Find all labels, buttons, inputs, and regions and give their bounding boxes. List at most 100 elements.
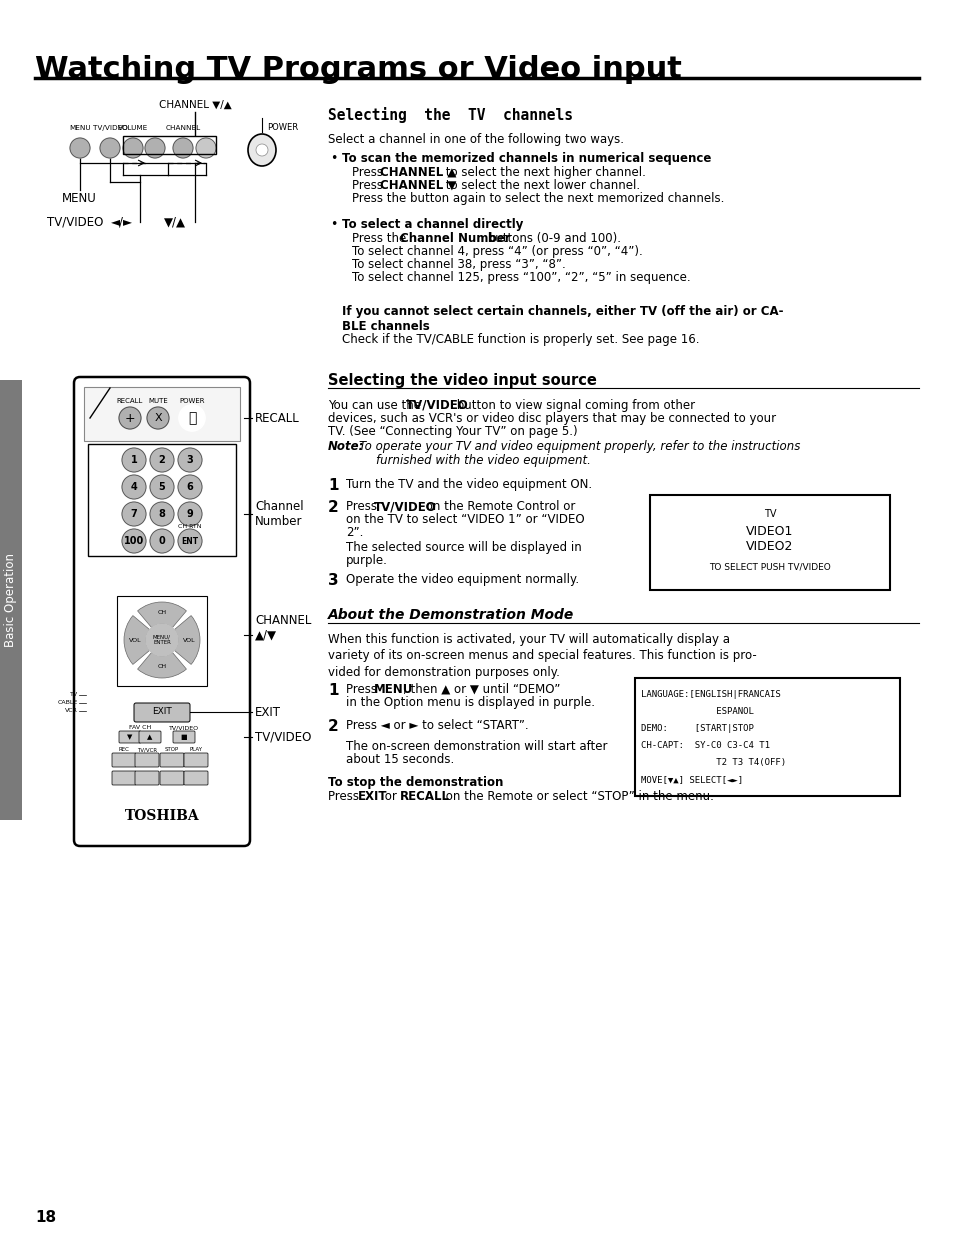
Circle shape xyxy=(150,501,173,526)
Text: LANGUAGE:[ENGLISH|FRANCAIS: LANGUAGE:[ENGLISH|FRANCAIS xyxy=(640,690,780,699)
Circle shape xyxy=(122,448,146,472)
Text: •: • xyxy=(330,152,337,165)
Circle shape xyxy=(255,144,268,156)
Text: +: + xyxy=(125,411,135,425)
Text: ESPANOL: ESPANOL xyxy=(640,706,753,716)
Text: ▲: ▲ xyxy=(147,734,152,740)
FancyBboxPatch shape xyxy=(139,731,161,743)
Text: PAUSE: PAUSE xyxy=(138,777,155,782)
Text: EXIT: EXIT xyxy=(254,705,281,719)
Text: POWER: POWER xyxy=(179,398,205,404)
Circle shape xyxy=(119,408,141,429)
Text: on the TV to select “VIDEO 1” or “VIDEO: on the TV to select “VIDEO 1” or “VIDEO xyxy=(346,513,584,526)
Text: VIDEO2: VIDEO2 xyxy=(745,540,793,553)
Wedge shape xyxy=(174,615,200,664)
Text: Operate the video equipment normally.: Operate the video equipment normally. xyxy=(346,573,578,585)
Bar xyxy=(635,678,899,797)
Text: RECALL: RECALL xyxy=(399,790,450,803)
Circle shape xyxy=(145,138,165,158)
Circle shape xyxy=(195,138,215,158)
Text: EXIT: EXIT xyxy=(152,708,172,716)
Text: ⓘ: ⓘ xyxy=(188,411,196,425)
Circle shape xyxy=(123,138,143,158)
Text: Check if the TV/CABLE function is properly set. See page 16.: Check if the TV/CABLE function is proper… xyxy=(341,333,699,346)
Text: SLOW: SLOW xyxy=(116,777,132,782)
FancyBboxPatch shape xyxy=(133,703,190,722)
FancyBboxPatch shape xyxy=(184,771,208,785)
FancyBboxPatch shape xyxy=(112,753,136,767)
Text: Press: Press xyxy=(346,683,380,697)
Text: 7: 7 xyxy=(131,509,137,519)
Text: about 15 seconds.: about 15 seconds. xyxy=(346,753,454,766)
Text: Press: Press xyxy=(352,179,386,191)
Text: in the Option menu is displayed in purple.: in the Option menu is displayed in purpl… xyxy=(346,697,595,709)
Text: Press: Press xyxy=(346,500,380,513)
Text: Press: Press xyxy=(352,165,386,179)
Text: 2: 2 xyxy=(328,500,338,515)
Text: CHANNEL
▲/▼: CHANNEL ▲/▼ xyxy=(254,614,311,642)
FancyBboxPatch shape xyxy=(135,771,159,785)
Circle shape xyxy=(178,529,202,553)
Text: If you cannot select certain channels, either TV (off the air) or CA-
BLE channe: If you cannot select certain channels, e… xyxy=(341,305,782,333)
Circle shape xyxy=(122,501,146,526)
Text: REC: REC xyxy=(118,747,130,752)
Text: TV/VCR: TV/VCR xyxy=(137,747,157,752)
Text: X: X xyxy=(154,412,162,424)
FancyBboxPatch shape xyxy=(160,753,184,767)
Text: TV/VIDEO: TV/VIDEO xyxy=(374,500,436,513)
Text: CABLE: CABLE xyxy=(58,700,78,705)
Text: MENU: MENU xyxy=(374,683,413,697)
Text: EXIT: EXIT xyxy=(357,790,387,803)
Text: Press the: Press the xyxy=(352,232,410,245)
Text: CHANNEL ▲: CHANNEL ▲ xyxy=(379,165,456,179)
Bar xyxy=(88,445,235,556)
Circle shape xyxy=(70,138,90,158)
Wedge shape xyxy=(137,601,186,627)
FancyBboxPatch shape xyxy=(119,731,141,743)
Text: 6: 6 xyxy=(187,482,193,492)
Text: Turn the TV and the video equipment ON.: Turn the TV and the video equipment ON. xyxy=(346,478,592,492)
Text: CH-CAPT:  SY-C0 C3-C4 T1: CH-CAPT: SY-C0 C3-C4 T1 xyxy=(640,741,769,750)
Text: 1: 1 xyxy=(328,478,338,493)
Text: Selecting  the  TV  channels: Selecting the TV channels xyxy=(328,107,573,124)
Ellipse shape xyxy=(248,135,275,165)
Text: To select channel 125, press “100”, “2”, “5” in sequence.: To select channel 125, press “100”, “2”,… xyxy=(352,270,690,284)
Text: TV: TV xyxy=(70,693,78,698)
Bar xyxy=(649,495,889,590)
Text: TV/VIDEO: TV/VIDEO xyxy=(169,725,199,730)
Text: CH: CH xyxy=(157,610,167,615)
Text: Channel Number: Channel Number xyxy=(399,232,510,245)
Circle shape xyxy=(100,138,120,158)
Text: 18: 18 xyxy=(35,1210,56,1225)
Text: Watching TV Programs or Video input: Watching TV Programs or Video input xyxy=(35,56,681,84)
Text: ■: ■ xyxy=(180,734,187,740)
Text: 5: 5 xyxy=(158,482,165,492)
Text: ENT: ENT xyxy=(181,536,198,546)
Circle shape xyxy=(150,448,173,472)
Text: devices, such as VCR's or video disc players that may be connected to your: devices, such as VCR's or video disc pla… xyxy=(328,412,776,425)
Circle shape xyxy=(122,529,146,553)
Text: FF: FF xyxy=(193,777,199,782)
Text: FAV CH: FAV CH xyxy=(129,725,151,730)
Circle shape xyxy=(150,475,173,499)
Text: 100: 100 xyxy=(124,536,144,546)
Text: VCR: VCR xyxy=(65,709,78,714)
Circle shape xyxy=(178,501,202,526)
Circle shape xyxy=(178,448,202,472)
Text: 4: 4 xyxy=(131,482,137,492)
Text: VOLUME: VOLUME xyxy=(118,125,148,131)
Text: To select channel 38, press “3”, “8”.: To select channel 38, press “3”, “8”. xyxy=(352,258,565,270)
Text: PLAY: PLAY xyxy=(190,747,202,752)
Text: Press ◄ or ► to select “START”.: Press ◄ or ► to select “START”. xyxy=(346,719,528,732)
Text: ▼: ▼ xyxy=(127,734,132,740)
Text: About the Demonstration Mode: About the Demonstration Mode xyxy=(328,608,574,622)
Text: STOP: STOP xyxy=(165,747,179,752)
Text: When this function is activated, your TV will automatically display a
variety of: When this function is activated, your TV… xyxy=(328,634,756,679)
Text: on the Remote or select “STOP” in the menu.: on the Remote or select “STOP” in the me… xyxy=(441,790,713,803)
Bar xyxy=(0,380,22,820)
Text: Note:: Note: xyxy=(328,440,364,453)
Text: TV/VIDEO: TV/VIDEO xyxy=(406,399,468,412)
Text: ▼/▲: ▼/▲ xyxy=(164,215,186,228)
Text: REW: REW xyxy=(166,777,178,782)
Text: 1: 1 xyxy=(328,683,338,698)
